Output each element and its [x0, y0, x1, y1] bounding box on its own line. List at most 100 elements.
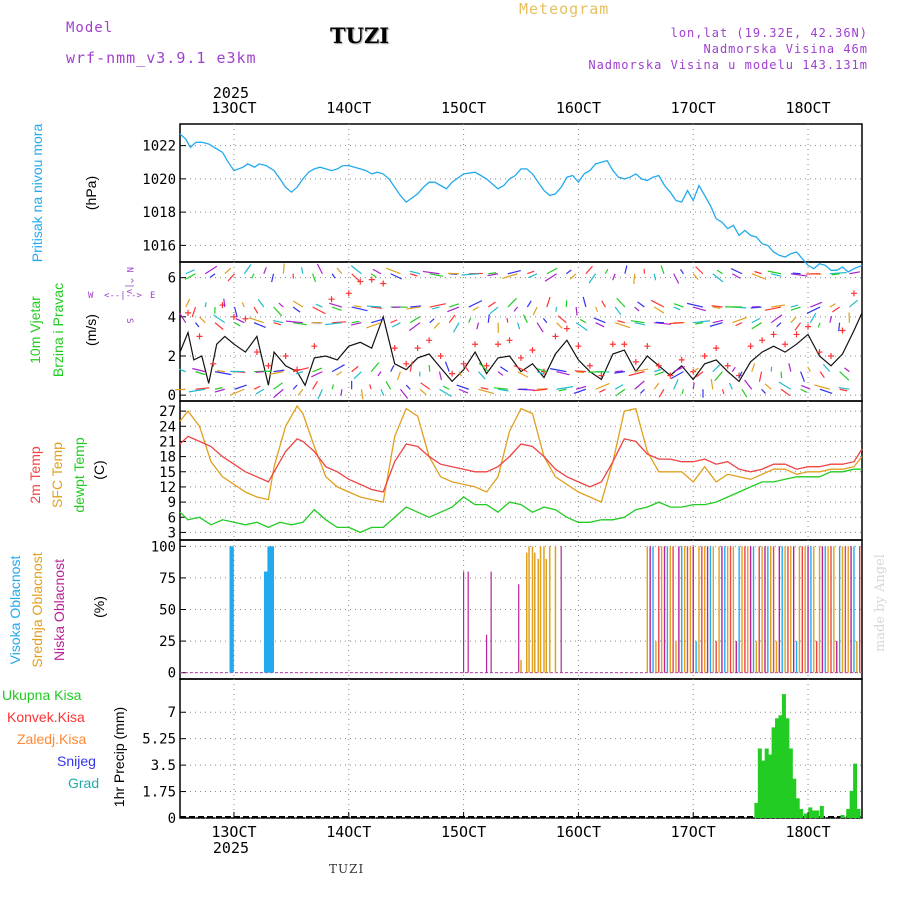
- wind-direction-arrow: [780, 388, 791, 397]
- wind-direction-arrow: [639, 388, 645, 394]
- meteogram-title: Meteogram: [519, 0, 610, 18]
- wind-direction-arrow: [761, 388, 766, 394]
- wind-direction-arrow: [780, 371, 783, 379]
- wind-direction-arrow: [497, 371, 504, 376]
- precip-bar: [856, 808, 861, 818]
- wind-direction-arrow: [579, 318, 587, 324]
- wind-gust-marker: [472, 341, 479, 348]
- temperature-ytick-label: 12: [159, 480, 176, 496]
- wind-direction-arrow: [438, 371, 443, 381]
- wind-direction-arrow: [273, 388, 284, 399]
- wind-gust-marker: [253, 349, 260, 356]
- day-label-bottom: 14OCT: [326, 823, 371, 841]
- wind-direction-arrow: [555, 306, 558, 312]
- wind-direction-arrow: [744, 379, 753, 390]
- wind-direction-arrow: [654, 371, 665, 376]
- precip-bar: [840, 814, 845, 818]
- wind-direction-arrow: [653, 306, 665, 314]
- wind-direction-arrow: [839, 388, 848, 392]
- wind-direction-arrow: [405, 384, 411, 390]
- wind-direction-arrow: [686, 302, 704, 308]
- wind-direction-arrow: [263, 267, 267, 274]
- precip-legend-4: Grad: [68, 775, 99, 791]
- wind-gust-marker: [437, 352, 444, 359]
- wind-direction-arrow: [214, 322, 224, 330]
- wind-direction-arrow: [658, 388, 665, 398]
- wind-gust-marker: [793, 331, 800, 338]
- wind-direction-arrow: [478, 371, 486, 380]
- wind-direction-arrow: [204, 302, 207, 308]
- wind-direction-arrow: [493, 387, 508, 390]
- precip-bar: [846, 808, 851, 818]
- pressure-unit: (hPa): [83, 176, 99, 210]
- wind-direction-arrow: [429, 273, 444, 277]
- wind-direction-arrow: [819, 388, 833, 395]
- wind-direction-arrow: [829, 303, 836, 308]
- wind-direction-arrow: [432, 306, 440, 310]
- compass-w-label: W: [88, 291, 94, 301]
- pressure-ytick-label: 1020: [142, 172, 176, 188]
- wind-direction-arrow: [758, 371, 763, 382]
- wind-direction-arrow: [487, 314, 490, 323]
- wind-direction-arrow: [380, 389, 385, 396]
- wind-direction-arrow: [790, 316, 797, 324]
- wind-direction-arrow: [544, 273, 557, 282]
- precip-ytick-label: 1.75: [142, 785, 176, 801]
- precip-ytick-label: 0: [168, 811, 176, 827]
- wind-direction-arrow: [214, 388, 225, 393]
- wind-direction-arrow: [429, 303, 446, 308]
- wind-direction-arrow: [575, 322, 588, 331]
- wind-direction-arrow: [806, 306, 821, 314]
- wind-gust-marker: [380, 280, 387, 287]
- wind-direction-arrow: [767, 270, 782, 275]
- wind-direction-arrow: [192, 367, 206, 373]
- wind-direction-arrow: [634, 322, 646, 326]
- wind-direction-arrow: [653, 382, 660, 390]
- wind-direction-arrow: [351, 322, 362, 326]
- clouds-ytick-label: 0: [168, 666, 176, 682]
- wind-direction-arrow: [213, 314, 226, 324]
- precip-bar: [815, 810, 820, 818]
- wind-direction-arrow: [370, 362, 380, 373]
- precip-legend-3: Snijeg: [57, 753, 96, 769]
- wind-direction-arrow: [669, 322, 684, 325]
- wind-direction-arrow: [673, 303, 684, 308]
- wind-direction-arrow: [614, 322, 631, 329]
- wind-direction-arrow: [575, 385, 587, 390]
- wind-direction-arrow: [390, 365, 395, 372]
- wind-direction-arrow: [442, 385, 450, 390]
- wind-direction-arrow: [329, 302, 343, 308]
- wind-direction-arrow: [670, 371, 684, 380]
- wind-direction-arrow: [325, 322, 342, 326]
- wind-direction-arrow: [764, 306, 782, 311]
- wind-direction-arrow: [582, 296, 587, 308]
- wind-direction-arrow: [315, 303, 323, 308]
- precip-legend-0: Ukupna Kisa: [2, 687, 82, 703]
- wind-direction-arrow: [634, 368, 649, 373]
- wind-gust-marker: [552, 333, 559, 340]
- wind-ylabel-1: 10m Vjetar: [27, 296, 43, 364]
- year-label-top: 2025: [213, 84, 249, 102]
- wind-direction-arrow: [750, 306, 762, 309]
- temp-2m-line: [179, 435, 863, 493]
- wind-gust-marker: [782, 341, 789, 348]
- wind-direction-arrow: [184, 273, 196, 280]
- wind-ytick-label: 2: [168, 349, 176, 365]
- wind-direction-arrow: [844, 367, 850, 373]
- wind-direction-arrow: [660, 265, 665, 274]
- temperature-ytick-label: 6: [168, 510, 176, 526]
- wind-direction-arrow: [487, 301, 496, 308]
- wind-direction-arrow: [741, 388, 748, 398]
- wind-gust-marker: [328, 296, 335, 303]
- wind-direction-arrow: [456, 384, 469, 390]
- wind-direction-arrow: [673, 379, 679, 390]
- wind-direction-arrow: [273, 369, 285, 373]
- wind-direction-arrow: [546, 296, 551, 308]
- precip-bar: [788, 748, 793, 818]
- wind-direction-arrow: [366, 322, 382, 329]
- wind-direction-arrow: [230, 388, 245, 396]
- wind-direction-arrow: [630, 320, 645, 324]
- wind-direction-arrow: [814, 384, 831, 390]
- wind-direction-arrow: [399, 388, 409, 399]
- wind-direction-arrow: [604, 268, 609, 275]
